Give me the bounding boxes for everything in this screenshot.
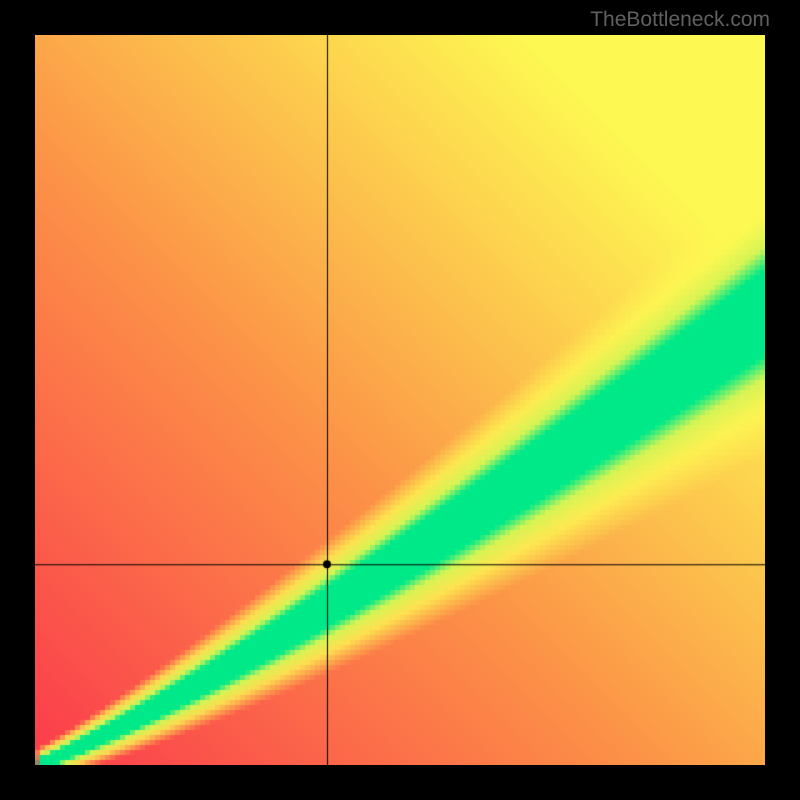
heatmap-plot [35, 35, 765, 765]
heatmap-canvas [35, 35, 765, 765]
watermark-text: TheBottleneck.com [590, 8, 770, 32]
